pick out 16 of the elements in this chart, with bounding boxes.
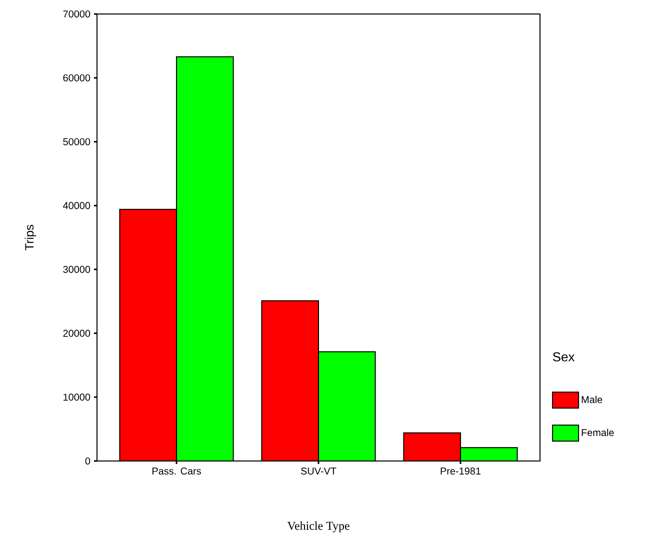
y-tick-label: 70000 — [63, 10, 90, 18]
y-tick-label: 30000 — [63, 266, 90, 273]
y-tick-label: 20000 — [63, 330, 90, 337]
y-tick-label: 0 — [85, 457, 90, 465]
x-tick-label: Pass. Cars — [152, 468, 201, 475]
x-tick-label: SUV-VT — [300, 468, 336, 475]
legend-title: Sex — [552, 352, 575, 362]
legend-label: Female — [582, 428, 614, 436]
y-tick-label: 40000 — [63, 202, 90, 210]
legend-label: Male — [582, 396, 602, 404]
y-tick-label: 10000 — [64, 394, 90, 401]
y-axis-title: Trips — [24, 224, 36, 250]
y-tick-label: 50000 — [63, 138, 90, 146]
y-tick-label: 60000 — [63, 74, 90, 82]
x-tick-label: Pre-1981 — [440, 468, 480, 475]
x-axis-title: Vehicle Type — [287, 521, 350, 532]
